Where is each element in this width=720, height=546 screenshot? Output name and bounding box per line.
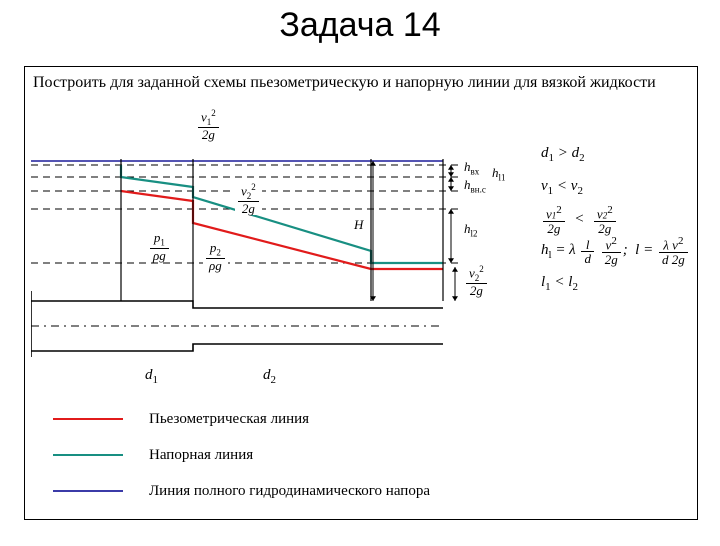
legend-row: Пьезометрическая линия (53, 401, 430, 437)
label-v2-2g: v222g (235, 183, 262, 215)
label-H: H (353, 217, 364, 233)
relation-1: d1 > d2 (541, 137, 691, 170)
relation-4: hl = λ ld v22g; l = λ v2d 2g (541, 236, 691, 265)
label-h-l2: hl2 (463, 221, 479, 239)
label-p2-rg: p2ρg (203, 241, 228, 272)
legend-swatch (53, 418, 123, 420)
legend-swatch (53, 454, 123, 456)
legend-row: Напорная линия (53, 437, 430, 473)
diagram-container: v122g v222g p1ρg p2ρg H hвх hl1 hвн.с hl… (31, 123, 523, 359)
page-title: Задача 14 (0, 6, 720, 45)
relation-3: v122g < v222g (541, 203, 691, 236)
problem-statement: Построить для заданной схемы пьезометрич… (33, 73, 689, 93)
legend-swatch (53, 490, 123, 492)
label-h-vx: hвх (463, 159, 480, 177)
label-p1-rg: p1ρg (147, 231, 172, 262)
legend-label: Линия полного гидродинамического напора (149, 483, 430, 500)
content-frame: Построить для заданной схемы пьезометрич… (24, 66, 698, 520)
label-h-vns: hвн.с (463, 177, 487, 195)
legend-label: Пьезометрическая линия (149, 411, 309, 428)
legend-row: Линия полного гидродинамического напора (53, 473, 430, 509)
relations-block: d1 > d2 v1 < v2 v122g < v222g hl = λ ld … (541, 137, 691, 299)
relation-2: v1 < v2 (541, 170, 691, 203)
relation-5: l1 < l2 (541, 266, 691, 299)
label-v1-2g: v122g (195, 109, 222, 141)
legend-label: Напорная линия (149, 447, 253, 464)
legend: Пьезометрическая линия Напорная линия Лини… (53, 401, 430, 509)
hydraulics-diagram (31, 123, 523, 359)
label-v2-2g-bottom: v222g (463, 265, 490, 297)
label-h-l1: hl1 (491, 165, 507, 183)
